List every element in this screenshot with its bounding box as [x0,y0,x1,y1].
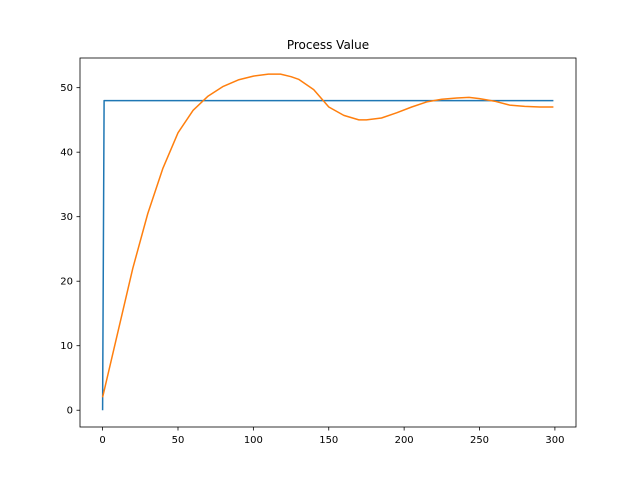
x-tick-label: 50 [172,435,185,446]
x-tick-label: 200 [395,435,414,446]
x-tick-label: 300 [545,435,564,446]
x-tick-label: 250 [470,435,489,446]
x-tick-label: 0 [99,435,105,446]
y-tick-label: 20 [60,277,73,288]
y-tick-label: 0 [67,406,73,417]
y-tick-label: 40 [60,148,73,159]
plot-area: 0 50 100 150 200 250 300 0 10 20 30 40 50 [60,57,577,446]
chart-title: Process Value [287,38,369,52]
series-line-1 [101,99,554,411]
axes-frame [79,57,577,428]
x-tick-label: 150 [319,435,338,446]
y-tick-label: 50 [60,83,73,94]
y-tick-label: 10 [60,341,73,352]
y-tick-label: 30 [60,212,73,223]
x-tick-label: 100 [244,435,263,446]
series-line-2 [101,73,554,398]
